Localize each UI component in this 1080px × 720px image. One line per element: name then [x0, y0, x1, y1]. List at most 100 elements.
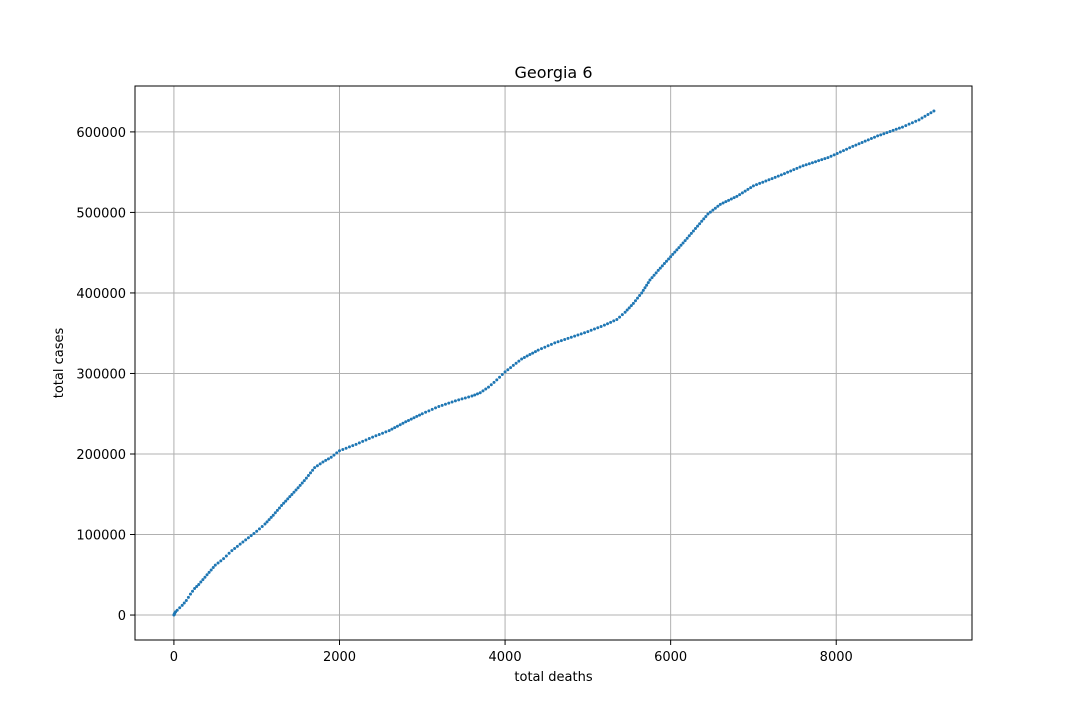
data-point [209, 568, 213, 572]
data-point [599, 324, 603, 328]
data-point [648, 278, 652, 282]
data-point [195, 584, 199, 588]
data-point [920, 116, 924, 120]
data-point [265, 520, 269, 524]
data-point [596, 326, 600, 330]
data-point [609, 320, 613, 324]
data-point [257, 527, 261, 531]
data-point [260, 524, 264, 528]
data-point [412, 416, 416, 420]
data-point [475, 392, 479, 396]
data-point [364, 438, 368, 442]
data-point [798, 165, 802, 169]
data-point [706, 212, 710, 216]
data-point [263, 522, 267, 526]
data-point [646, 281, 650, 285]
data-point [910, 121, 914, 125]
data-point [249, 534, 253, 538]
data-point [199, 580, 203, 584]
data-point [882, 132, 886, 136]
data-point [321, 460, 325, 464]
data-point [835, 151, 839, 155]
data-point [193, 586, 197, 590]
data-point [549, 342, 553, 346]
data-point [481, 389, 485, 393]
data-point [829, 154, 833, 158]
data-point [932, 109, 936, 113]
data-point [450, 400, 454, 404]
data-point [539, 347, 543, 351]
data-point [326, 457, 330, 461]
data-point [335, 451, 339, 455]
y-tick-label: 400000 [76, 287, 126, 302]
data-point [252, 531, 256, 535]
data-point [180, 603, 184, 607]
data-point [324, 458, 328, 462]
data-point [440, 403, 444, 407]
data-point [522, 355, 526, 359]
data-point [679, 243, 683, 247]
data-point [826, 156, 830, 160]
data-point [569, 335, 573, 339]
data-point [453, 399, 457, 403]
data-point [460, 397, 464, 401]
data-points [172, 109, 936, 617]
data-point [354, 442, 358, 446]
y-tick-label: 0 [118, 609, 126, 624]
data-point [929, 111, 933, 115]
data-point [746, 187, 750, 191]
data-point [592, 327, 596, 331]
data-point [313, 466, 317, 470]
data-point [284, 499, 288, 503]
data-point [344, 446, 348, 450]
data-point [384, 430, 388, 434]
data-point [923, 114, 927, 118]
data-point [807, 162, 811, 166]
data-point [498, 375, 502, 379]
data-point [724, 200, 728, 204]
data-point [700, 219, 704, 223]
data-point [219, 559, 223, 563]
data-point [897, 126, 901, 130]
data-point [290, 492, 294, 496]
data-point [716, 204, 720, 208]
data-point [866, 138, 870, 142]
data-point [693, 227, 697, 231]
data-point [879, 133, 883, 137]
data-point [559, 339, 563, 343]
data-point [351, 444, 355, 448]
y-axis-label: total cases [52, 328, 67, 399]
data-point [782, 172, 786, 176]
data-point [681, 241, 685, 245]
data-point [810, 161, 814, 165]
data-point [424, 410, 428, 414]
plot-area [135, 86, 972, 640]
data-point [618, 315, 622, 319]
data-point [727, 198, 731, 202]
x-axis-label: total deaths [514, 670, 592, 685]
data-point [841, 149, 845, 153]
data-point [606, 322, 610, 326]
data-point [566, 336, 570, 340]
y-tick-label: 200000 [76, 448, 126, 463]
data-point [387, 429, 391, 433]
data-point [277, 506, 281, 510]
data-point [602, 323, 606, 327]
data-point [371, 435, 375, 439]
data-point [443, 402, 447, 406]
data-point [900, 125, 904, 129]
data-point [873, 135, 877, 139]
data-point [437, 404, 441, 408]
data-point [216, 561, 220, 565]
data-point [241, 540, 245, 544]
data-point [509, 366, 513, 370]
data-point [801, 164, 805, 168]
data-point [269, 515, 273, 519]
data-point [273, 511, 277, 515]
data-point [306, 474, 310, 478]
data-point [275, 508, 279, 512]
data-point [395, 424, 399, 428]
data-point [191, 589, 195, 593]
data-point [347, 445, 351, 449]
